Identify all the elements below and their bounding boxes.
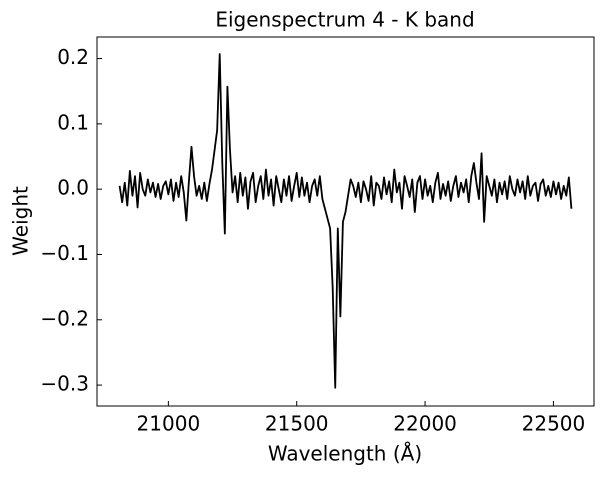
y-tick-label: −0.3 bbox=[40, 372, 89, 396]
y-tick-label: 0.1 bbox=[57, 110, 89, 134]
x-tick-label: 21000 bbox=[137, 412, 201, 436]
x-axis-label: Wavelength (Å) bbox=[268, 442, 422, 466]
y-axis-label: Weight bbox=[9, 186, 33, 256]
y-tick-label: 0.2 bbox=[57, 45, 89, 69]
chart-title: Eigenspectrum 4 - K band bbox=[215, 8, 474, 32]
plot-frame bbox=[96, 36, 595, 407]
y-tick-label: −0.2 bbox=[40, 306, 89, 330]
x-tick-label: 21500 bbox=[265, 412, 329, 436]
x-tick-label: 22000 bbox=[393, 412, 457, 436]
y-tick-label: 0.0 bbox=[57, 176, 89, 200]
x-tick-label: 22500 bbox=[522, 412, 586, 436]
data-line bbox=[118, 53, 573, 389]
y-tick-label: −0.1 bbox=[40, 241, 89, 265]
